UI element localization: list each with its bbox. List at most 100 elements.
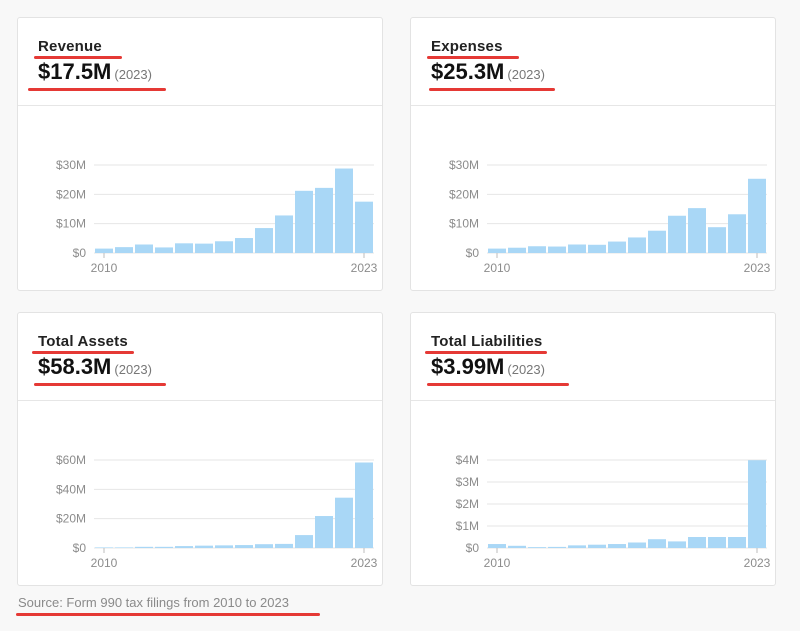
bar <box>588 244 606 253</box>
y-tick-label: $20M <box>56 512 86 526</box>
metric-value: $17.5M <box>38 59 112 84</box>
value-underline <box>427 383 569 386</box>
bar <box>235 545 253 548</box>
title-underline <box>427 56 519 59</box>
bar <box>548 246 566 253</box>
y-tick-label: $30M <box>56 158 86 172</box>
x-tick-label: 2023 <box>351 261 378 275</box>
metric-line: $17.5M (2023) <box>38 59 152 85</box>
x-tick-label: 2010 <box>91 261 118 275</box>
bar <box>628 237 646 253</box>
bar <box>548 546 566 548</box>
bar <box>528 547 546 548</box>
metric-year: (2023) <box>114 362 152 377</box>
revenue-card: Revenue $17.5M (2023) $0 $10M $20M $30M 2010 2… <box>17 17 383 291</box>
revenue-bar-chart: $0 $10M $20M $30M 2010 2023 <box>56 158 378 275</box>
bar <box>628 542 646 548</box>
total-liabilities-bar-chart: $0 $1M $2M $3M $4M 2010 2023 <box>456 453 771 570</box>
bar <box>748 460 766 548</box>
bar <box>568 244 586 253</box>
title-underline <box>34 56 122 59</box>
x-tick-label: 2010 <box>484 556 511 570</box>
card-header: Total Assets $58.3M (2023) <box>18 313 382 401</box>
bar <box>648 230 666 253</box>
bar <box>255 544 273 548</box>
x-tick-label: 2023 <box>744 556 771 570</box>
bar <box>135 244 153 253</box>
bar <box>95 248 113 253</box>
bar <box>195 243 213 253</box>
metric-year: (2023) <box>114 67 152 82</box>
metric-value: $58.3M <box>38 354 112 379</box>
bar <box>315 187 333 253</box>
value-underline <box>28 88 166 91</box>
expenses-bar-chart: $0 $10M $20M $30M 2010 2023 <box>449 158 771 275</box>
bar <box>275 543 293 548</box>
metric-line: $25.3M (2023) <box>431 59 545 85</box>
x-tick-label: 2010 <box>91 556 118 570</box>
y-tick-label: $1M <box>456 519 479 533</box>
card-header: Total Liabilities $3.99M (2023) <box>411 313 775 401</box>
bar <box>175 546 193 548</box>
bar <box>688 537 706 548</box>
metric-line: $58.3M (2023) <box>38 354 152 380</box>
metric-title: Total Assets <box>38 333 128 350</box>
expenses-card: Expenses $25.3M (2023) $0 $10M $20M $30M 2010… <box>410 17 776 291</box>
value-underline <box>34 383 166 386</box>
bar <box>708 537 726 548</box>
bar <box>195 545 213 548</box>
metric-year: (2023) <box>507 67 545 82</box>
source-underline <box>16 613 320 616</box>
bar <box>728 214 746 253</box>
bar <box>588 544 606 548</box>
bar <box>115 547 133 548</box>
y-tick-label: $2M <box>456 497 479 511</box>
bar <box>508 247 526 253</box>
bar <box>155 247 173 253</box>
y-tick-label: $3M <box>456 475 479 489</box>
x-tick-label: 2023 <box>744 261 771 275</box>
bar <box>135 546 153 548</box>
bar <box>568 545 586 548</box>
y-tick-label: $40M <box>56 482 86 496</box>
y-tick-label: $10M <box>56 217 86 231</box>
metric-title: Total Liabilities <box>431 333 543 350</box>
y-tick-label: $0 <box>466 246 480 260</box>
bar <box>115 247 133 253</box>
bar <box>295 190 313 253</box>
card-header: Revenue $17.5M (2023) <box>18 18 382 106</box>
total-assets-bar-chart: $0 $20M $40M $60M 2010 2023 <box>56 453 378 570</box>
bar <box>708 227 726 253</box>
bar <box>215 545 233 548</box>
metric-title: Revenue <box>38 38 102 55</box>
value-underline <box>429 88 555 91</box>
bar <box>748 178 766 253</box>
bar <box>508 545 526 548</box>
source-note: Source: Form 990 tax filings from 2010 t… <box>18 595 289 610</box>
bar <box>335 168 353 253</box>
y-tick-label: $4M <box>456 453 479 467</box>
bar <box>335 497 353 548</box>
bar <box>728 537 746 548</box>
bar <box>295 535 313 548</box>
metric-value: $25.3M <box>431 59 505 84</box>
total-assets-card: Total Assets $58.3M (2023) $0 $20M $40M $60M… <box>17 312 383 586</box>
y-tick-label: $10M <box>449 217 479 231</box>
bar <box>355 201 373 253</box>
bar <box>688 208 706 253</box>
metric-title: Expenses <box>431 38 503 55</box>
bar <box>668 215 686 253</box>
y-tick-label: $20M <box>449 187 479 201</box>
x-tick-label: 2010 <box>484 261 511 275</box>
y-tick-label: $0 <box>466 541 480 555</box>
bar <box>488 544 506 548</box>
bar <box>668 541 686 548</box>
metric-year: (2023) <box>507 362 545 377</box>
bar <box>315 516 333 548</box>
bar <box>608 544 626 548</box>
bar <box>608 241 626 253</box>
card-header: Expenses $25.3M (2023) <box>411 18 775 106</box>
y-tick-label: $0 <box>73 541 87 555</box>
bar <box>175 243 193 253</box>
bar <box>255 228 273 253</box>
